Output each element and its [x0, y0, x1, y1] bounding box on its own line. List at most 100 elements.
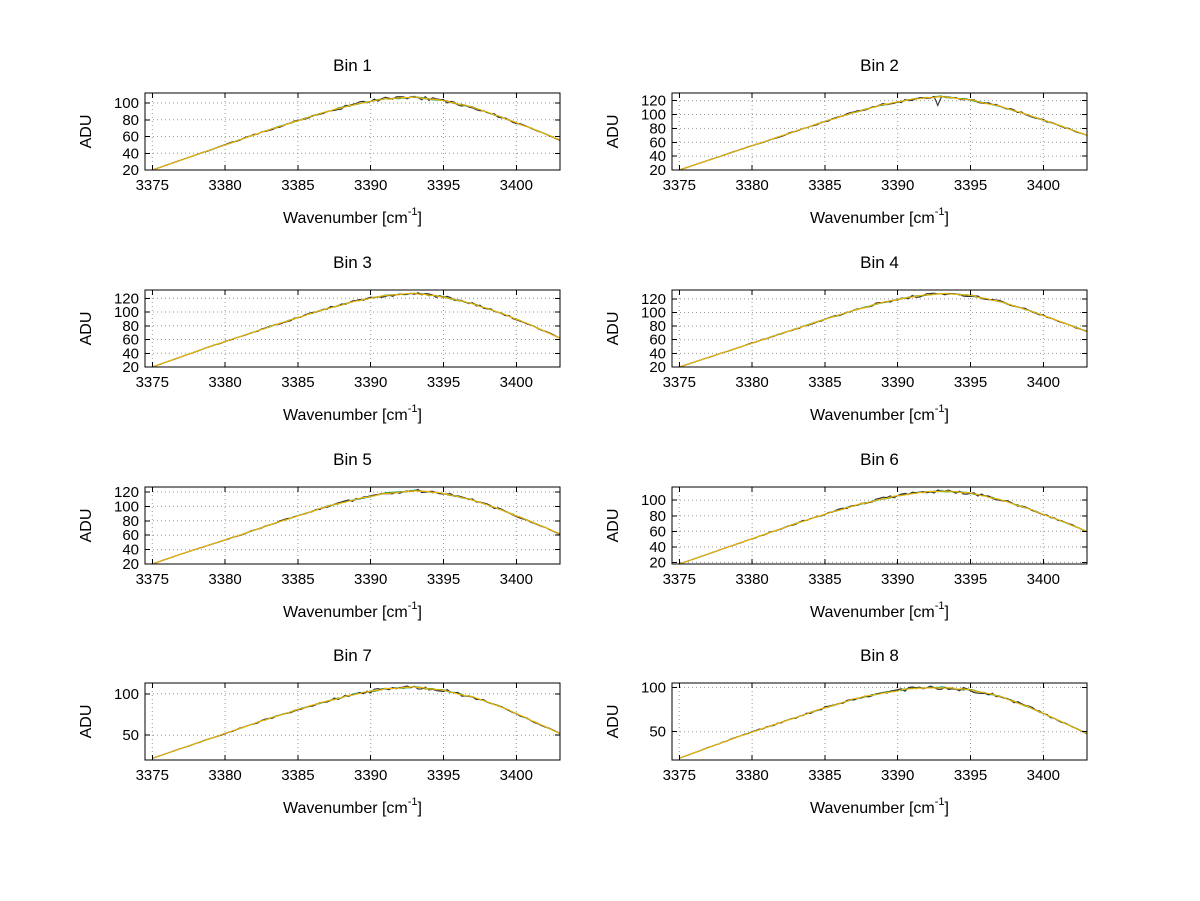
series-trace-yellow: [152, 686, 560, 759]
y-tick-label: 100: [114, 686, 139, 703]
x-tick-label: 3385: [808, 767, 841, 784]
x-tick-label: 3375: [663, 571, 696, 588]
x-tick-label: 3390: [354, 571, 387, 588]
x-axis-label-close: ]: [945, 800, 949, 817]
x-tick-label: 3375: [663, 374, 696, 391]
series-trace-green: [679, 490, 1087, 564]
x-tick-label: 3375: [663, 177, 696, 194]
y-axis-label: ADU: [605, 509, 622, 543]
x-tick-label: 3400: [500, 177, 533, 194]
y-tick-label: 60: [122, 332, 139, 349]
x-tick-label: 3380: [208, 571, 241, 588]
y-tick-label: 20: [122, 556, 139, 573]
series-trace-yellow: [679, 687, 1087, 759]
x-tick-label: 3380: [735, 177, 768, 194]
axes-box: [144, 682, 561, 761]
y-tick-label: 20: [649, 554, 666, 571]
x-tick-label: 3400: [1027, 767, 1060, 784]
axes-box: [671, 486, 1088, 565]
subplot-bin-1: Bin 1 ADU 3375 3380 3385 3390 3395 3400 20 40 60 80…: [73, 53, 573, 249]
y-tick-label: 100: [114, 498, 139, 515]
x-tick-label: 3385: [281, 767, 314, 784]
x-tick-label: 3375: [136, 571, 169, 588]
x-tick-label: 3390: [354, 374, 387, 391]
y-tick-label: 60: [649, 523, 666, 540]
series-group: [152, 685, 560, 759]
x-tick-label: 3395: [427, 767, 460, 784]
plot-svg: Bin 4 ADU 3375 3380 3385 3390 3395 3400 20406080…: [605, 253, 1088, 424]
tick-marks: [145, 487, 560, 565]
series-trace-green: [152, 489, 560, 564]
series-trace-green: [679, 293, 1087, 367]
series-trace-dark: [679, 95, 1087, 170]
series-trace-yellow: [679, 96, 1087, 170]
x-axis-label-sup: -1: [408, 796, 418, 808]
x-axis-label: Wavenumber [cm-1]: [283, 600, 422, 621]
x-tick-label: 3395: [427, 177, 460, 194]
tick-marks: [672, 683, 1087, 760]
y-tick-label: 120: [641, 93, 666, 110]
x-tick-label: 3390: [881, 177, 914, 194]
x-axis-label-close: ]: [418, 210, 422, 227]
axes-box: [144, 289, 561, 368]
y-tick-label: 20: [649, 162, 666, 179]
subplot-bin-7: Bin 7 ADU 3375 3380 3385 3390 3395 3400 50 100 Wav…: [73, 643, 573, 839]
y-tick-label: 60: [649, 134, 666, 151]
x-axis-label-sup: -1: [408, 206, 418, 218]
x-tick-label: 3390: [881, 571, 914, 588]
x-axis-label: Wavenumber [cm-1]: [283, 796, 422, 817]
series-trace-yellow: [152, 292, 560, 367]
plot-title: Bin 3: [333, 253, 372, 272]
x-tick-label: 3380: [735, 374, 768, 391]
x-tick-label: 3375: [136, 767, 169, 784]
x-axis-label-sup: -1: [408, 600, 418, 612]
y-tick-label: 100: [641, 107, 666, 124]
plot-title: Bin 2: [860, 56, 899, 75]
axes-box: [671, 92, 1088, 171]
x-tick-label: 3380: [735, 767, 768, 784]
x-axis-label-base: Wavenumber [cm: [283, 407, 408, 424]
plot-title: Bin 6: [860, 450, 899, 469]
x-tick-label: 3395: [954, 374, 987, 391]
y-axis-label: ADU: [78, 312, 95, 346]
y-tick-label: 100: [641, 679, 666, 696]
tick-marks: [145, 683, 560, 760]
x-tick-label: 3385: [808, 374, 841, 391]
x-tick-label: 3390: [354, 177, 387, 194]
series-trace-dark: [679, 292, 1087, 367]
x-tick-label: 3390: [881, 374, 914, 391]
x-axis-label-sup: -1: [935, 600, 945, 612]
subplot-bin-6: Bin 6 ADU 3375 3380 3385 3390 3395 3400 20 40 60 80…: [600, 447, 1100, 643]
x-tick-label: 3395: [954, 177, 987, 194]
x-axis-label-base: Wavenumber [cm: [810, 407, 935, 424]
x-tick-label: 3400: [1027, 177, 1060, 194]
y-tick-label: 80: [649, 120, 666, 137]
x-tick-label: 3400: [500, 767, 533, 784]
x-tick-label: 3400: [1027, 374, 1060, 391]
series-group: [152, 95, 560, 170]
series-group: [152, 292, 560, 367]
grid-lines: [145, 487, 560, 565]
subplot-bin-3: Bin 3 ADU 3375 3380 3385 3390 3395 3400 20 40 60 80…: [73, 250, 573, 446]
grid-lines: [672, 290, 1087, 368]
subplot-bin-4: Bin 4 ADU 3375 3380 3385 3390 3395 3400 20 40 60 80…: [600, 250, 1100, 446]
x-tick-label: 3385: [808, 571, 841, 588]
series-trace-cyan: [152, 292, 560, 367]
series-trace-dark: [152, 292, 560, 367]
series-group: [679, 489, 1087, 564]
y-tick-label: 20: [649, 359, 666, 376]
x-tick-label: 3395: [954, 571, 987, 588]
x-tick-label: 3375: [663, 767, 696, 784]
y-axis-label: ADU: [78, 509, 95, 543]
x-axis-label-sup: -1: [935, 796, 945, 808]
tick-marks: [672, 290, 1087, 368]
y-tick-label: 40: [122, 345, 139, 362]
y-tick-label: 120: [641, 291, 666, 308]
series-trace-cyan: [679, 686, 1087, 759]
series-trace-green: [679, 686, 1087, 759]
series-trace-dark: [152, 685, 560, 759]
y-tick-label: 120: [114, 290, 139, 307]
series-trace-dark: [152, 488, 560, 564]
series-trace-cyan: [152, 686, 560, 759]
y-axis-label: ADU: [605, 705, 622, 739]
